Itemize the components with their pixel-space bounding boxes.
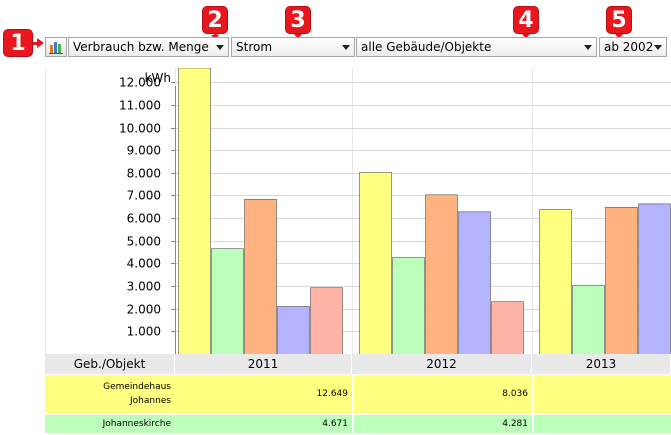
callout-arrow-head-5: [615, 34, 623, 39]
y-axis-label: kWh: [145, 71, 171, 85]
table-cell: 4.281: [354, 415, 532, 433]
chevron-down-icon: [654, 45, 662, 50]
measure-select-value: Verbrauch bzw. Menge: [73, 40, 209, 54]
bar: [211, 248, 244, 355]
values-table: Geb./Objekt 2011 2012 2013 Gemeindehaus J…: [45, 354, 671, 435]
bar: [425, 194, 458, 355]
y-tick-label: 2.000: [127, 303, 161, 317]
bar: [310, 287, 343, 355]
building-select-value: alle Gebäude/Objekte: [361, 40, 492, 54]
energy-type-select[interactable]: Strom: [231, 37, 355, 57]
y-tick-label: 1.000: [127, 325, 161, 339]
callout-arrow-1: [33, 42, 38, 45]
callout-badge-3: 3: [285, 6, 311, 34]
table-header-year: 2011: [175, 354, 352, 374]
y-tick-label: 10.000: [119, 122, 161, 136]
chevron-down-icon: [216, 45, 224, 50]
y-tick-label: 3.000: [127, 280, 161, 294]
bar: [458, 211, 491, 355]
table-cell: [534, 375, 671, 413]
chart-toolbar: 1 2 3 4 5 Verbrauch bzw. Menge Strom all…: [0, 0, 671, 60]
consumption-chart: 1.000 2.000 3.000 4.000 5.000 6.000 7.000 8.000…: [45, 67, 671, 355]
y-tick-label: 11.000: [119, 99, 161, 113]
bar: [572, 285, 605, 355]
bar: [359, 172, 392, 355]
callout-badge-4: 4: [513, 6, 539, 34]
table-cell: 4.671: [176, 415, 352, 433]
bar: [605, 206, 638, 355]
callout-badge-2: 2: [202, 6, 228, 34]
callout-arrow-head-1: [37, 38, 44, 48]
y-tick-label: 6.000: [127, 212, 161, 226]
table-header-year: 2013: [532, 354, 671, 374]
table-header-year: 2012: [352, 354, 532, 374]
bar-chart-icon: [49, 42, 63, 54]
table-cell: [534, 415, 671, 433]
chevron-down-icon: [584, 45, 592, 50]
table-cell: 8.036: [354, 375, 532, 413]
y-tick-label: 7.000: [127, 189, 161, 203]
bar: [277, 306, 310, 355]
year-select-value: ab 2002: [604, 40, 654, 54]
measure-select[interactable]: Verbrauch bzw. Menge: [68, 37, 229, 57]
bar-chart: 1.000 2.000 3.000 4.000 5.000 6.000 7.000 8.000…: [45, 67, 671, 355]
bar: [539, 209, 572, 355]
bar: [178, 67, 211, 355]
y-tick-label: 9.000: [127, 144, 161, 158]
row-label-line: Johannes: [129, 396, 171, 406]
table-row-label: Gemeindehaus Johannes: [45, 375, 175, 413]
y-tick-label: 8.000: [127, 167, 161, 181]
bar: [491, 301, 524, 355]
y-tick-label: 12.000: [119, 76, 161, 90]
y-tick-label: 5.000: [127, 235, 161, 249]
chevron-down-icon: [342, 45, 350, 50]
table-cell: 12.649: [176, 375, 352, 413]
callout-arrow-head-4: [522, 34, 530, 39]
callout-arrow-head-3: [294, 34, 302, 39]
bar: [638, 203, 671, 355]
bar: [244, 199, 277, 355]
chart-type-button[interactable]: [45, 37, 67, 57]
building-select[interactable]: alle Gebäude/Objekte: [356, 37, 597, 57]
energy-type-select-value: Strom: [236, 40, 273, 54]
callout-badge-5: 5: [606, 6, 632, 34]
table-row-label: Johanneskirche: [45, 415, 175, 433]
callout-badge-1: 1: [3, 29, 33, 57]
y-tick-label: 4.000: [127, 257, 161, 271]
year-select[interactable]: ab 2002: [599, 37, 667, 57]
bar: [392, 257, 425, 355]
row-label-line: Gemeindehaus: [103, 382, 171, 392]
table-header-object: Geb./Objekt: [45, 354, 175, 374]
